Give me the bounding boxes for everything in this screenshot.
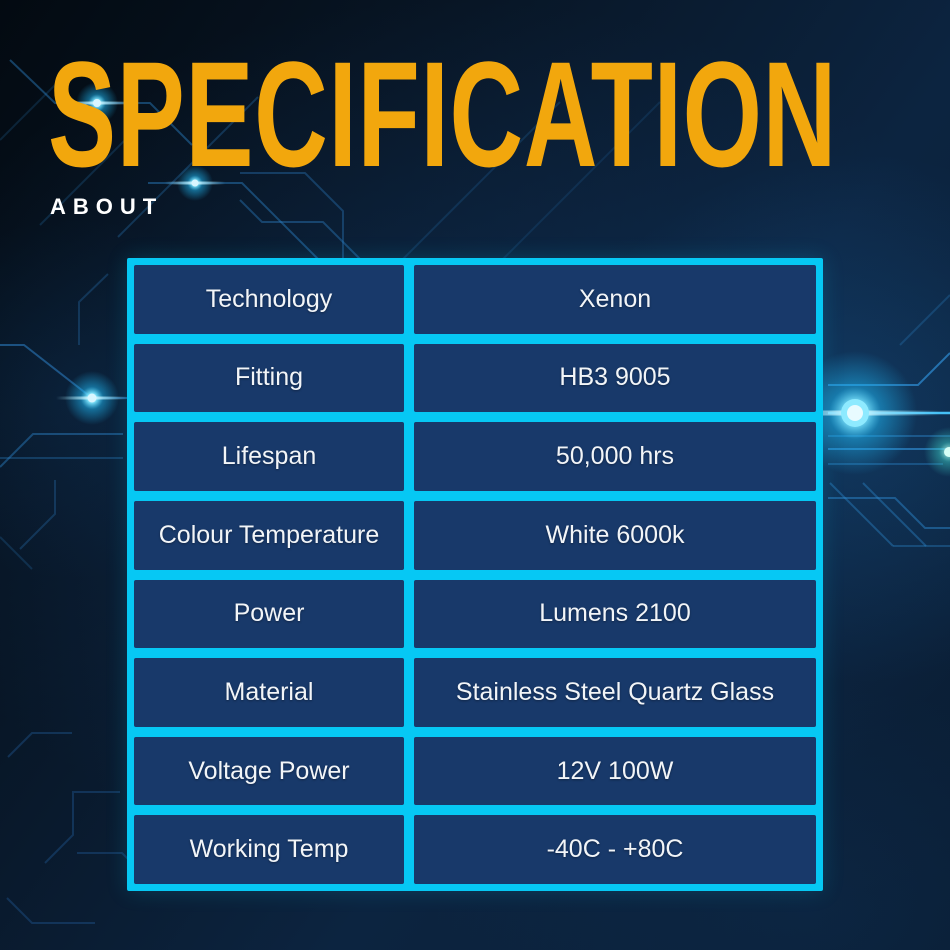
spec-table: Technology Xenon Fitting HB3 9005 Lifesp… <box>127 258 823 891</box>
page-subtitle: ABOUT <box>50 194 164 219</box>
spec-value-cell: 50,000 hrs <box>414 422 816 491</box>
traces-left-middle <box>0 273 127 570</box>
spec-label-cell: Voltage Power <box>134 736 404 806</box>
glow-node-top-b <box>165 165 225 201</box>
spec-value-cell: HB3 9005 <box>414 343 816 413</box>
spec-value-cell: White 6000k <box>414 500 816 570</box>
spec-label-cell: Technology <box>134 265 404 334</box>
spec-label-cell: Power <box>134 579 404 649</box>
spec-label-cell: Material <box>134 658 404 727</box>
page-title: SPECIFICATION <box>48 30 837 198</box>
traces-bottom-left <box>6 732 159 924</box>
glow-node-right-edge <box>924 427 950 477</box>
spec-value-cell: 12V 100W <box>414 736 816 806</box>
spec-label-cell: Lifespan <box>134 422 404 491</box>
spec-value-cell: Stainless Steel Quartz Glass <box>414 658 816 727</box>
glow-node-left <box>56 371 128 425</box>
spec-label-cell: Fitting <box>134 343 404 413</box>
spec-value-cell: -40C - +80C <box>414 815 816 884</box>
glow-node-top-a <box>62 82 132 124</box>
spec-value-cell: Lumens 2100 <box>414 579 816 649</box>
spec-label-cell: Working Temp <box>134 815 404 884</box>
spec-label-cell: Colour Temperature <box>134 500 404 570</box>
spec-value-cell: Xenon <box>414 265 816 334</box>
glow-node-large <box>770 351 940 475</box>
